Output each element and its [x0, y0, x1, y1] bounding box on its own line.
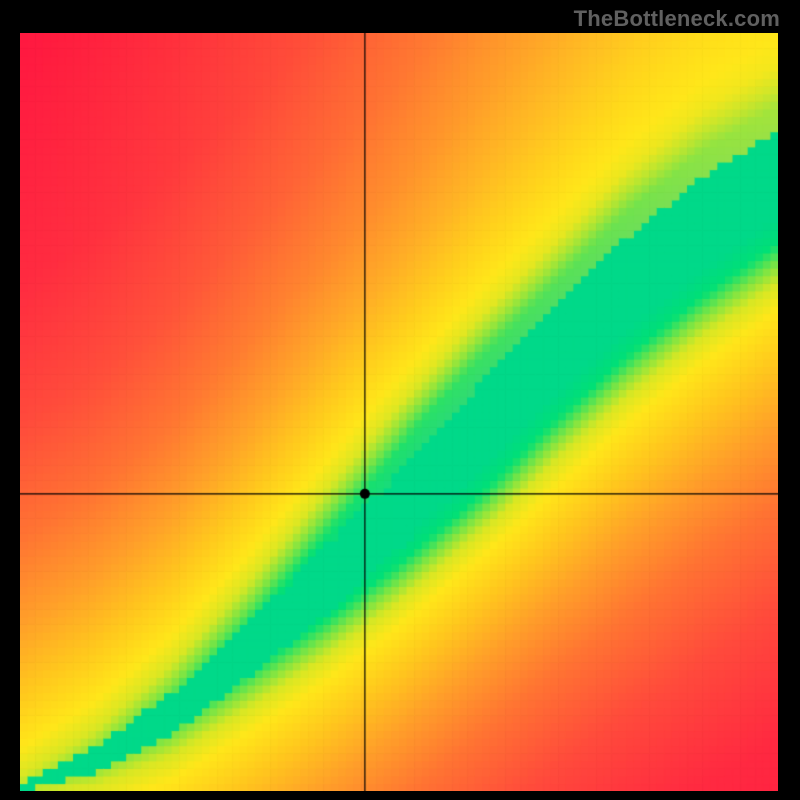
watermark-text: TheBottleneck.com: [574, 6, 780, 32]
bottleneck-heatmap: [20, 33, 778, 791]
